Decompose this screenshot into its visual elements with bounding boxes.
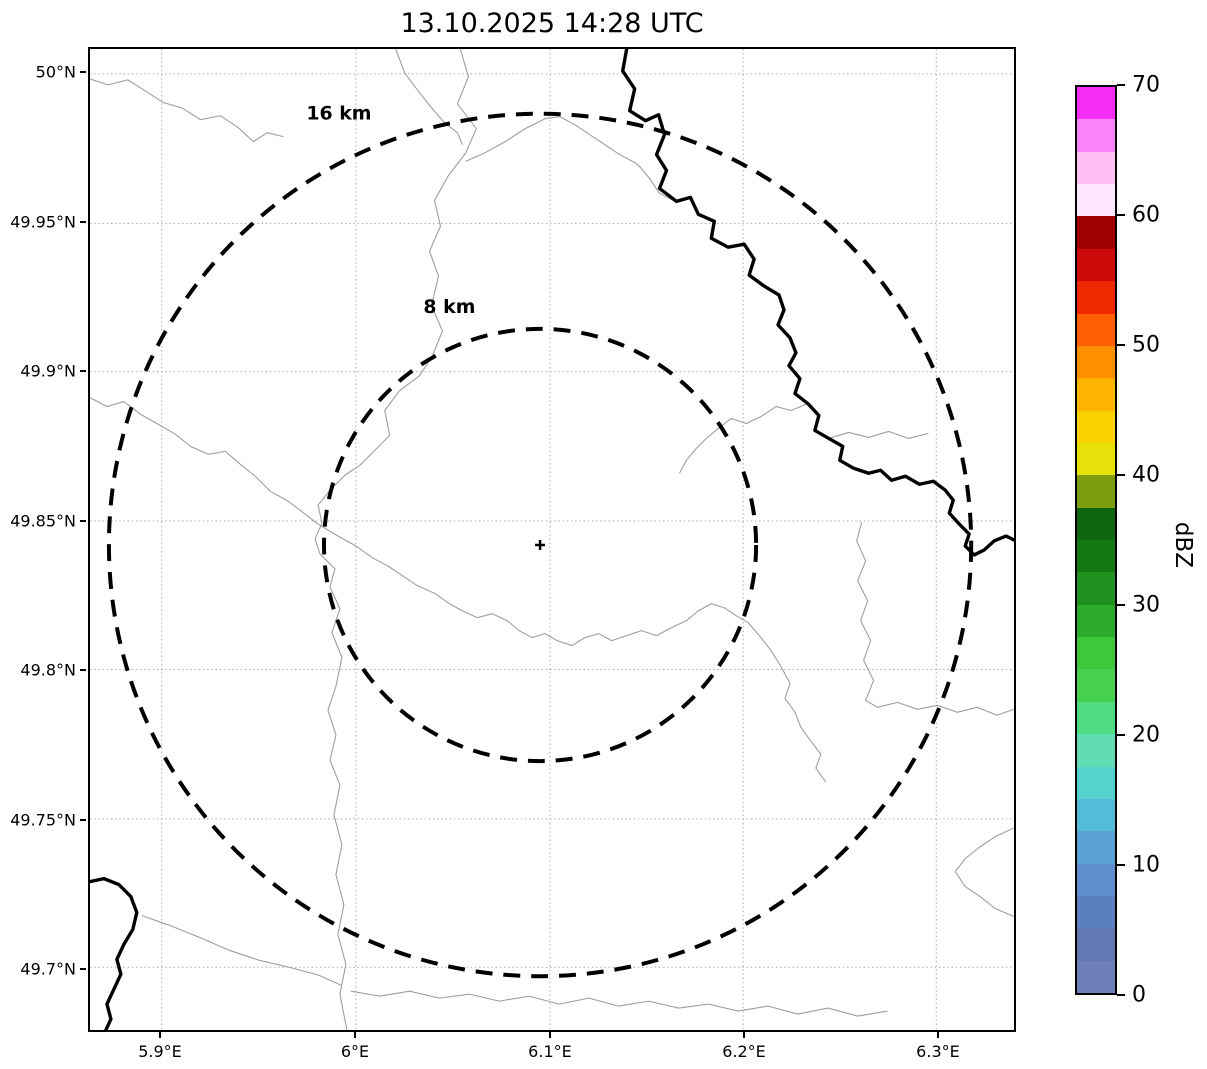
x-tick-label: 5.9°E (138, 1042, 182, 1061)
colorbar-segment (1077, 248, 1115, 282)
boundary-line (90, 78, 284, 143)
x-tick-mark (159, 1032, 161, 1038)
colorbar-segment (1077, 701, 1115, 735)
y-tick-label: 49.85°N (10, 511, 76, 531)
colorbar-tick-mark (1117, 474, 1125, 476)
map-canvas: 16 km 8 km (90, 49, 1014, 1030)
colorbar-segment (1077, 540, 1115, 573)
y-tick-label: 49.8°N (20, 660, 76, 680)
colorbar-tick-mark (1117, 994, 1125, 996)
colorbar-segment (1077, 184, 1115, 217)
y-tick-mark (80, 967, 86, 970)
colorbar-segment (1077, 863, 1115, 896)
colorbar-tick-mark (1117, 84, 1125, 86)
colorbar-segment (1077, 345, 1115, 379)
colorbar-segment (1077, 798, 1115, 832)
colorbar-segment (1077, 507, 1115, 541)
x-tick-mark (936, 1032, 939, 1038)
colorbar-segment (1077, 87, 1115, 120)
colorbar-segment (1077, 831, 1115, 864)
range-ring-16km (106, 111, 974, 979)
x-tick-label: 6.3°E (916, 1042, 960, 1061)
colorbar-segment (1077, 151, 1115, 185)
colorbar-segment (1077, 572, 1115, 605)
colorbar-tick-label: 10 (1132, 852, 1160, 878)
y-tick-mark (80, 669, 86, 671)
river-border-line (621, 49, 1014, 557)
range-ring-16km-label: 16 km (306, 103, 371, 125)
boundary-line (350, 990, 888, 1017)
colorbar-tick-mark (1117, 864, 1125, 866)
colorbar-tick-mark (1117, 734, 1125, 736)
colorbar-tick-label: 20 (1132, 722, 1160, 748)
colorbar-segment (1077, 928, 1115, 961)
colorbar-tick-label: 40 (1132, 462, 1160, 488)
colorbar-segment (1077, 895, 1115, 929)
boundary-line (856, 521, 1014, 716)
colorbar (1075, 85, 1117, 995)
y-tick-mark (80, 71, 86, 74)
boundary-line (678, 403, 809, 474)
colorbar-tick-mark (1117, 344, 1125, 346)
x-tick-label: 6.2°E (722, 1042, 766, 1061)
boundary-lines (90, 49, 1014, 1030)
x-tick-mark (548, 1032, 551, 1038)
map-plot-area: 16 km 8 km (88, 47, 1016, 1032)
colorbar-gradient (1077, 87, 1115, 994)
x-tick-label: 6.1°E (528, 1042, 572, 1061)
boundary-line (465, 116, 674, 201)
colorbar-segment (1077, 119, 1115, 152)
grid-lines (90, 49, 1014, 1030)
colorbar-segment (1077, 637, 1115, 670)
colorbar-segment (1077, 281, 1115, 314)
boundary-line (954, 827, 1014, 917)
boundary-line (141, 914, 342, 986)
colorbar-segment (1077, 475, 1115, 508)
y-tick-label: 49.9°N (20, 361, 76, 381)
boundary-line (395, 49, 463, 145)
colorbar-tick-label: 50 (1132, 332, 1160, 358)
colorbar-segment (1077, 734, 1115, 767)
range-rings: 16 km 8 km (106, 103, 974, 979)
colorbar-segment (1077, 604, 1115, 638)
range-ring-8km-label: 8 km (423, 296, 475, 318)
y-tick-mark (80, 519, 86, 522)
colorbar-segment (1077, 410, 1115, 443)
y-tick-label: 50°N (35, 62, 76, 82)
y-tick-label: 49.95°N (10, 212, 76, 232)
x-tick-label: 6°E (340, 1042, 370, 1061)
boundary-line (90, 397, 319, 525)
plot-title: 13.10.2025 14:28 UTC (400, 8, 704, 39)
y-tick-mark (80, 369, 86, 372)
y-tick-mark (80, 221, 86, 224)
river-border-line (90, 876, 139, 1030)
y-tick-label: 49.7°N (20, 959, 76, 979)
y-tick-mark (80, 819, 86, 822)
colorbar-segment (1077, 378, 1115, 411)
colorbar-segment (1077, 442, 1115, 476)
country-border-river (90, 49, 1014, 1030)
range-ring-8km (321, 326, 759, 764)
colorbar-segment (1077, 313, 1115, 346)
y-tick-label: 49.75°N (10, 810, 76, 830)
colorbar-tick-label: 60 (1132, 202, 1160, 228)
colorbar-segment (1077, 216, 1115, 249)
radar-center-marker (535, 539, 546, 550)
colorbar-axis-label: dBZ (1170, 521, 1196, 569)
colorbar-tick-label: 30 (1132, 592, 1160, 618)
colorbar-tick-label: 0 (1132, 982, 1146, 1008)
colorbar-tick-mark (1117, 214, 1125, 216)
boundary-line (828, 430, 929, 439)
boundary-line (317, 523, 827, 783)
colorbar-tick-mark (1117, 604, 1125, 606)
x-tick-mark (353, 1032, 356, 1038)
colorbar-tick-label: 70 (1132, 72, 1160, 98)
x-tick-mark (743, 1032, 745, 1038)
colorbar-segment (1077, 960, 1115, 994)
boundary-line (314, 49, 477, 1030)
colorbar-segment (1077, 766, 1115, 799)
colorbar-segment (1077, 669, 1115, 702)
